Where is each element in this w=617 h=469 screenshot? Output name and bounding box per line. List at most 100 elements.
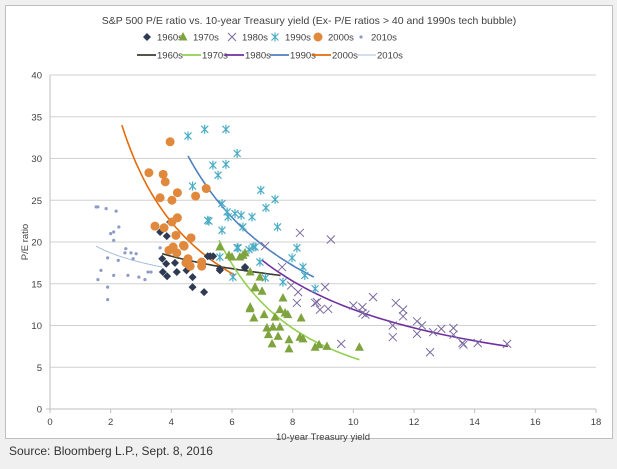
chart-title: S&P 500 P/E ratio vs. 10-year Treasury y…: [102, 15, 516, 27]
data-point-2000s: [178, 240, 188, 250]
data-point-2000s: [160, 177, 170, 187]
legend-label: 2000s: [328, 33, 354, 44]
triangle-marker-icon: [270, 312, 280, 321]
data-point-1990s: [288, 253, 296, 263]
diamond-marker-icon: [158, 254, 167, 263]
triangle-marker-icon: [284, 334, 294, 344]
asterisk-marker-icon: [273, 222, 282, 232]
chart-frame: [5, 5, 613, 439]
data-point-2010s: [158, 246, 162, 250]
asterisk-marker-icon: [288, 253, 296, 263]
data-point-1980s: [310, 298, 320, 308]
x-marker-icon: [292, 298, 302, 308]
data-point-2010s: [96, 205, 100, 209]
data-point-1960s: [215, 264, 224, 273]
data-point-1980s: [286, 281, 296, 290]
data-point-1970s: [249, 312, 259, 322]
data-point-2010s: [123, 251, 127, 255]
data-point-1990s: [249, 242, 258, 252]
data-point-1960s: [170, 258, 179, 267]
x-tick-label: 14: [469, 417, 480, 428]
triangle-marker-icon: [354, 342, 364, 351]
data-point-1980s: [358, 308, 367, 318]
data-point-2000s: [150, 221, 160, 231]
data-point-1990s: [311, 284, 320, 294]
data-point-1990s: [233, 148, 242, 158]
data-point-1980s: [348, 301, 358, 310]
data-point-2010s: [112, 230, 116, 234]
legend-label: 1990s: [285, 33, 311, 44]
legend-marker-1990s: [271, 32, 279, 42]
asterisk-marker-icon: [249, 242, 258, 252]
x-tick-label: 18: [591, 417, 602, 428]
data-point-1990s: [299, 262, 307, 272]
data-point-2010s: [149, 270, 153, 274]
data-point-1970s: [278, 292, 288, 302]
data-point-1980s: [388, 321, 398, 330]
data-point-1980s: [391, 298, 401, 308]
data-point-1980s: [398, 311, 408, 321]
diamond-marker-icon: [143, 33, 151, 41]
circle-marker-icon: [144, 168, 154, 178]
data-point-1970s: [284, 334, 294, 344]
dot-marker-icon: [137, 275, 141, 279]
data-point-1970s: [275, 322, 285, 331]
x-marker-icon: [428, 327, 438, 337]
data-point-1990s: [215, 252, 224, 262]
data-point-1970s: [283, 309, 293, 319]
data-point-1970s: [268, 322, 278, 331]
y-tick-label: 40: [31, 71, 42, 82]
data-point-1990s: [208, 160, 217, 170]
triangle-marker-icon: [227, 252, 237, 261]
x-marker-icon: [323, 304, 333, 314]
data-point-1980s: [502, 339, 512, 349]
circle-marker-icon: [158, 169, 168, 179]
y-tick-label: 25: [31, 196, 42, 207]
data-point-1970s: [263, 329, 273, 339]
y-tick-label: 20: [31, 238, 42, 249]
asterisk-marker-icon: [262, 203, 270, 213]
x-marker-icon: [315, 305, 325, 314]
triangle-marker-icon: [268, 322, 278, 331]
data-point-1990s: [273, 222, 282, 232]
source-note: Source: Bloomberg L.P., Sept. 8, 2016: [9, 444, 213, 458]
data-point-1990s: [262, 203, 270, 213]
triangle-marker-icon: [255, 272, 265, 281]
x-tick-label: 8: [290, 417, 295, 428]
circle-marker-icon: [186, 233, 196, 243]
data-point-1960s: [188, 283, 197, 292]
dot-marker-icon: [158, 246, 162, 250]
triangle-marker-icon: [263, 329, 273, 339]
triangle-marker-icon: [250, 282, 260, 291]
data-point-1960s: [158, 254, 167, 263]
data-point-2000s: [172, 248, 182, 258]
x-marker-icon: [293, 287, 303, 297]
asterisk-marker-icon: [215, 252, 224, 262]
triangle-marker-icon: [278, 292, 288, 302]
data-point-1980s: [293, 287, 303, 297]
data-point-1980s: [315, 305, 325, 314]
x-axis-label: 10-year Treasury yield: [276, 432, 370, 443]
legend-marker-1960s: [143, 33, 151, 41]
data-point-2010s: [104, 207, 108, 211]
legend-marker-1980s: [227, 32, 237, 42]
triangle-marker-icon: [283, 309, 293, 319]
legend-label: 1990s: [290, 51, 316, 62]
asterisk-marker-icon: [300, 270, 309, 280]
legend-marker-2010s: [359, 35, 363, 39]
triangle-marker-icon: [314, 339, 324, 349]
asterisk-marker-icon: [256, 185, 265, 195]
x-tick-label: 4: [169, 417, 174, 428]
triangle-marker-icon: [257, 286, 267, 295]
asterisk-marker-icon: [271, 194, 279, 204]
diamond-marker-icon: [215, 264, 224, 273]
dot-marker-icon: [116, 258, 120, 262]
data-point-1970s: [245, 302, 255, 311]
x-marker-icon: [473, 338, 483, 348]
asterisk-marker-icon: [200, 124, 209, 134]
dot-marker-icon: [126, 273, 130, 277]
circle-marker-icon: [197, 261, 207, 271]
circle-marker-icon: [185, 261, 195, 271]
data-point-2010s: [134, 252, 138, 256]
triangle-marker-icon: [322, 341, 332, 350]
